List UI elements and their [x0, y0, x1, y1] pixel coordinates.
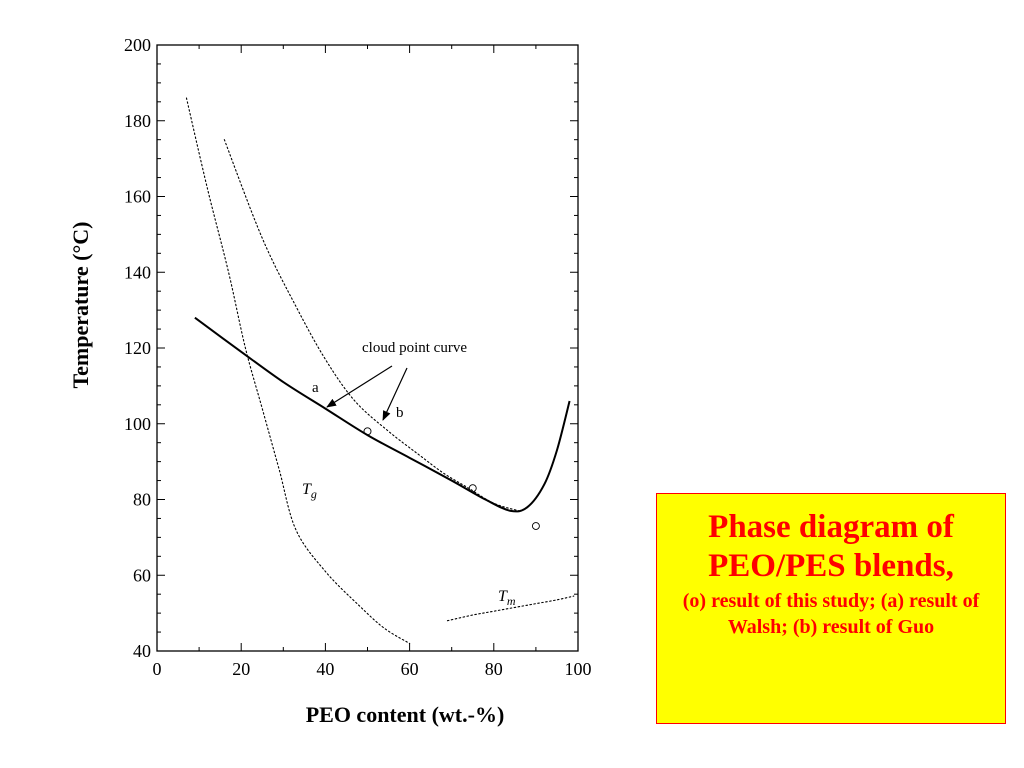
y-tick-label: 80 — [133, 490, 151, 510]
axis-tick-labels: 0 20 40 60 80 100 40 60 80 100 120 140 160 180 200 — [124, 35, 592, 679]
cloud-point-label: cloud point curve — [362, 340, 467, 356]
series-b-line — [223, 139, 520, 512]
curve-b-label: b — [396, 405, 404, 421]
arrow-to-curve-a — [326, 365, 393, 408]
series-tg-line — [185, 97, 411, 644]
caption-title: Phase diagram of PEO/PES blends, — [708, 509, 954, 584]
data-point-circle — [531, 522, 540, 530]
caption-box: Phase diagram of PEO/PES blends, (o) res… — [656, 493, 1006, 724]
data-point-circle — [363, 427, 372, 436]
x-tick-label: 40 — [316, 659, 334, 679]
series-tm-line — [446, 595, 575, 622]
y-tick-label: 160 — [124, 187, 151, 207]
x-tick-label: 80 — [485, 659, 503, 679]
tg-label: Tg — [302, 481, 317, 501]
y-tick-label: 200 — [124, 35, 151, 55]
y-tick-label: 120 — [124, 338, 151, 358]
y-axis-title: Temperature (°C) — [68, 221, 93, 388]
axis-ticks — [156, 44, 579, 652]
x-tick-label: 20 — [232, 659, 250, 679]
data-point-circle — [468, 484, 477, 493]
curve-a-label: a — [312, 380, 319, 396]
y-tick-label: 140 — [124, 262, 151, 282]
y-tick-label: 40 — [133, 641, 151, 661]
x-tick-label: 100 — [565, 659, 592, 679]
caption-body: (o) result of this study; (a) result of … — [682, 590, 980, 638]
x-tick-label: 60 — [401, 659, 419, 679]
tm-label: Tm — [498, 588, 516, 608]
x-axis-title: PEO content (wt.-%) — [306, 702, 505, 727]
data-points-layer — [363, 427, 540, 530]
y-tick-label: 60 — [133, 565, 151, 585]
y-tick-label: 100 — [124, 414, 151, 434]
arrow-to-curve-b — [382, 367, 408, 421]
series-layer — [185, 97, 575, 644]
series-a-line — [194, 316, 571, 513]
x-tick-label: 0 — [153, 659, 162, 679]
y-tick-label: 180 — [124, 111, 151, 131]
